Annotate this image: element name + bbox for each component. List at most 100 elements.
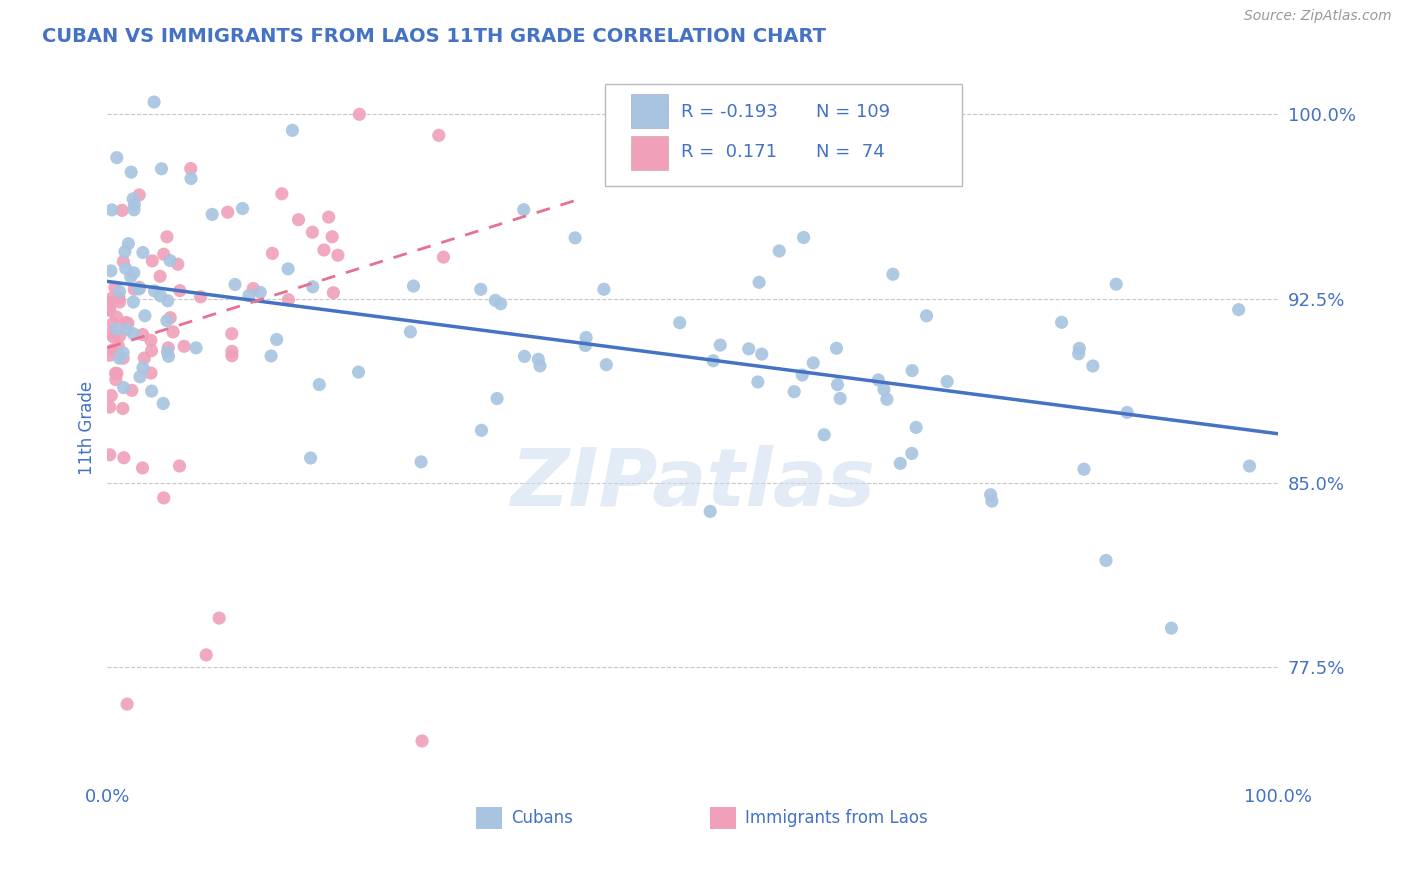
Point xyxy=(122,266,145,280)
Point xyxy=(141,343,163,358)
Point xyxy=(901,363,924,377)
Point xyxy=(709,338,731,352)
Point xyxy=(108,351,131,366)
Text: Immigrants from Laos: Immigrants from Laos xyxy=(745,809,928,827)
Point xyxy=(98,303,121,318)
Point xyxy=(120,269,142,284)
Point xyxy=(190,290,212,304)
Point xyxy=(122,282,145,296)
Point xyxy=(111,401,134,416)
Point xyxy=(1105,277,1128,292)
Point xyxy=(470,423,492,437)
Point xyxy=(260,349,283,363)
Point xyxy=(312,243,335,257)
Point xyxy=(104,373,127,387)
Point xyxy=(281,123,304,137)
Point xyxy=(262,246,284,260)
Point xyxy=(873,383,896,397)
Point xyxy=(792,368,814,382)
Point xyxy=(180,171,202,186)
Point xyxy=(105,310,128,325)
Point xyxy=(105,322,128,336)
Point xyxy=(104,366,127,380)
Point xyxy=(668,316,690,330)
Point xyxy=(98,326,121,341)
Point xyxy=(112,254,135,268)
Point xyxy=(512,202,534,217)
Point xyxy=(114,261,136,276)
Point xyxy=(702,353,724,368)
Point xyxy=(1095,553,1118,567)
Point xyxy=(793,230,815,244)
Point xyxy=(143,284,166,298)
Point xyxy=(513,350,536,364)
Point xyxy=(132,360,155,375)
Point xyxy=(399,325,422,339)
Point xyxy=(326,248,349,262)
Point xyxy=(301,225,323,239)
Point xyxy=(156,314,179,328)
Point xyxy=(827,377,849,392)
Point xyxy=(277,261,299,276)
FancyBboxPatch shape xyxy=(631,136,668,169)
Point xyxy=(156,293,179,308)
Point xyxy=(115,315,138,329)
Point xyxy=(105,367,128,381)
Point xyxy=(575,330,598,344)
Point xyxy=(121,384,143,398)
Point xyxy=(1081,359,1104,373)
Point xyxy=(527,352,550,367)
Point xyxy=(349,107,371,121)
Point xyxy=(564,231,586,245)
Point xyxy=(108,328,131,343)
Point xyxy=(115,322,138,336)
Point xyxy=(134,309,156,323)
FancyBboxPatch shape xyxy=(605,85,962,186)
Point xyxy=(152,247,174,261)
Text: ZIPatlas: ZIPatlas xyxy=(510,444,876,523)
Point xyxy=(242,281,264,295)
Point xyxy=(1073,462,1095,476)
Point xyxy=(159,253,181,268)
Point xyxy=(347,365,370,379)
Point xyxy=(699,504,721,518)
Point xyxy=(111,203,134,218)
Point xyxy=(768,244,790,258)
Point xyxy=(980,494,1002,508)
Point xyxy=(484,293,506,308)
Point xyxy=(101,291,124,305)
Point xyxy=(299,450,322,465)
Point xyxy=(876,392,898,407)
Point xyxy=(221,349,243,363)
Point xyxy=(108,295,131,310)
Point xyxy=(124,197,146,211)
Point xyxy=(217,205,239,219)
Point xyxy=(98,348,121,362)
Point xyxy=(107,339,129,353)
Point xyxy=(101,343,124,358)
Point xyxy=(1050,315,1073,329)
Point xyxy=(112,351,135,366)
Point xyxy=(134,351,156,365)
Point xyxy=(427,128,450,143)
Text: R =  0.171: R = 0.171 xyxy=(681,144,778,161)
Point xyxy=(1239,458,1261,473)
Point xyxy=(103,330,125,344)
Point xyxy=(152,491,174,505)
Point xyxy=(783,384,806,399)
Point xyxy=(139,334,162,348)
Point xyxy=(321,229,343,244)
Point xyxy=(122,326,145,341)
Point xyxy=(108,285,131,299)
Point xyxy=(112,450,135,465)
Point xyxy=(184,341,207,355)
Point xyxy=(105,151,128,165)
Point xyxy=(231,202,253,216)
Point xyxy=(98,448,121,462)
Point xyxy=(156,229,179,244)
Point xyxy=(201,207,224,221)
Point xyxy=(120,165,142,179)
Point xyxy=(277,293,299,307)
FancyBboxPatch shape xyxy=(710,806,737,829)
Point xyxy=(139,366,162,380)
